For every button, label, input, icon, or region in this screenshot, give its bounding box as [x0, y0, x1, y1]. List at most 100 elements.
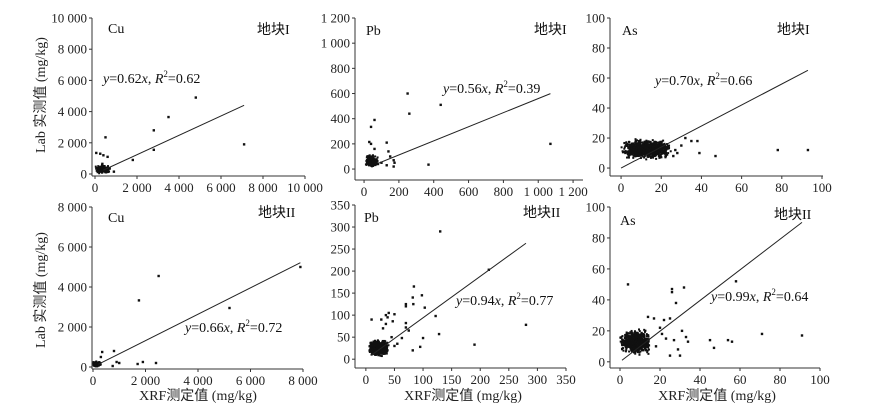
data-point	[634, 347, 637, 350]
data-point	[104, 136, 107, 139]
data-point	[369, 155, 372, 158]
y-tick-label: 8 000	[58, 200, 87, 215]
data-point	[644, 337, 647, 340]
data-point	[641, 334, 644, 337]
data-point	[643, 330, 646, 333]
data-point	[377, 340, 380, 343]
x-tick-label: 20	[655, 180, 668, 195]
data-point	[377, 345, 380, 348]
data-point	[372, 351, 375, 354]
y-tick-label: 60	[592, 261, 605, 276]
data-point	[680, 144, 683, 147]
eq-eq2: =	[776, 290, 784, 305]
eq-y: y	[709, 290, 718, 305]
data-point	[157, 274, 160, 278]
data-point	[637, 146, 640, 149]
data-point	[386, 341, 389, 344]
data-point	[649, 156, 652, 159]
y-tick-label: 50	[337, 330, 350, 345]
data-point	[392, 159, 395, 162]
data-point	[636, 151, 639, 154]
x-tick-label: 200	[389, 184, 409, 199]
data-point	[365, 156, 368, 159]
data-point	[141, 360, 145, 364]
data-point	[643, 152, 646, 155]
data-point	[634, 340, 637, 343]
eq-eq: =	[449, 82, 457, 97]
data-point	[473, 343, 476, 346]
data-point	[649, 147, 652, 150]
data-point	[636, 334, 639, 337]
data-point	[383, 346, 386, 349]
data-point	[633, 345, 636, 348]
data-point	[647, 145, 650, 148]
data-point	[628, 344, 631, 347]
data-point	[649, 155, 652, 158]
data-point	[630, 331, 633, 334]
data-point	[643, 153, 646, 156]
data-point	[658, 155, 661, 158]
y-tick-label: 60	[592, 71, 605, 86]
data-point	[644, 344, 647, 347]
data-point	[667, 144, 670, 147]
data-point	[370, 318, 373, 321]
data-point	[665, 145, 668, 148]
data-point	[393, 161, 396, 164]
data-point	[369, 164, 372, 167]
data-point	[628, 336, 631, 339]
eq-sup: 2	[715, 71, 720, 81]
data-point	[640, 348, 643, 351]
data-point	[376, 156, 379, 159]
data-point	[639, 350, 642, 353]
data-point	[646, 143, 649, 146]
eq-eq2: =	[521, 294, 529, 309]
data-point	[658, 148, 661, 151]
data-point	[368, 159, 371, 162]
data-point	[373, 118, 376, 122]
data-point	[375, 158, 378, 161]
data-point	[112, 349, 116, 353]
data-point	[427, 163, 430, 166]
data-point	[100, 350, 104, 354]
data-point	[633, 330, 636, 333]
data-point	[636, 332, 639, 335]
data-point	[629, 336, 632, 339]
data-point	[98, 172, 101, 175]
data-point	[369, 125, 373, 129]
data-point	[385, 350, 388, 353]
data-point	[639, 143, 642, 146]
data-point	[645, 348, 648, 351]
data-point	[404, 305, 408, 308]
data-point	[404, 321, 408, 325]
data-point	[434, 314, 437, 318]
data-point	[667, 152, 670, 155]
y-tick-label: 0	[81, 360, 88, 375]
data-point	[380, 349, 383, 352]
data-point	[644, 146, 647, 149]
data-point	[632, 152, 635, 155]
y-tick-label: 8 000	[58, 42, 87, 57]
data-point	[369, 342, 372, 345]
x-tick-label: 0	[617, 372, 624, 387]
data-point	[369, 156, 372, 159]
data-point	[626, 144, 629, 147]
data-point	[653, 150, 656, 153]
data-point	[625, 340, 628, 343]
y-tick-label: 0	[599, 161, 606, 176]
y-tick-label: 800	[331, 61, 351, 76]
data-point	[92, 362, 95, 365]
x-tick-label: 800	[494, 184, 514, 199]
data-point	[638, 334, 641, 337]
data-point	[639, 146, 642, 149]
data-point	[643, 336, 646, 339]
data-point	[107, 170, 110, 173]
data-point	[629, 346, 632, 349]
regression-equation: y=0.99x, R2=0.64	[709, 287, 808, 305]
data-point	[373, 352, 376, 355]
eq-slope: 0.94	[470, 294, 495, 309]
data-point	[105, 169, 108, 172]
data-point	[381, 327, 385, 330]
data-point	[624, 144, 627, 147]
data-point	[629, 149, 632, 152]
data-point	[643, 334, 646, 337]
